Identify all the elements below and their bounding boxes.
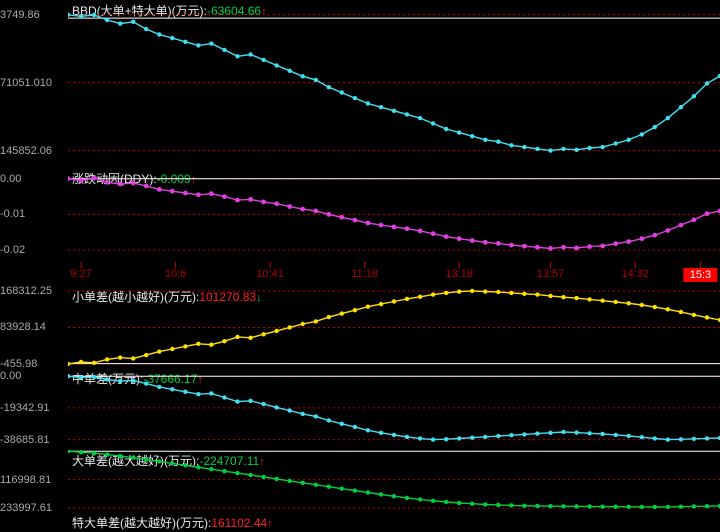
panel-ddc: 116998.81233997.61大单差(越大越好)(万元):-224707.… bbox=[0, 450, 720, 512]
xaxis: 9:27 10:6 10:41 11:18 13:18 13:57 14:32 15:3 bbox=[68, 268, 720, 286]
panel-zdc: 0.00-19342.91-38685.81中单差(万元):-37666.17↑ bbox=[0, 368, 720, 450]
xlabel: 13:18 bbox=[445, 268, 473, 280]
panel-ddy: 0.00-0.01-0.02涨跌动因(DDY):-0.009↑ bbox=[0, 168, 720, 268]
ylabel: 3749.86 bbox=[0, 9, 40, 21]
plot-bbd bbox=[68, 0, 720, 168]
ylabel: 0.00 bbox=[0, 370, 21, 382]
ylabel: -19342.91 bbox=[0, 402, 50, 414]
plot-tdc bbox=[68, 512, 720, 532]
ylabels-tdc: 161102.44 bbox=[0, 512, 68, 532]
plot-ddc bbox=[68, 450, 720, 512]
xlabel-current: 15:3 bbox=[684, 268, 717, 282]
xlabel: 10:41 bbox=[256, 268, 284, 280]
ylabel: -38685.81 bbox=[0, 434, 50, 446]
ylabel: -0.02 bbox=[0, 244, 25, 256]
panel-xdc: 168312.2583928.14-455.98小单差(越小越好)(万元):10… bbox=[0, 286, 720, 368]
plot-ddy bbox=[68, 168, 720, 268]
ylabel: 145852.06 bbox=[0, 145, 52, 157]
ylabel: 83928.14 bbox=[0, 321, 46, 333]
ylabels-bbd: 3749.86 71051.010 145852.06 bbox=[0, 0, 68, 168]
plot-zdc bbox=[68, 368, 720, 450]
xlabel: 10:6 bbox=[165, 268, 186, 280]
ylabel: 168312.25 bbox=[0, 285, 52, 297]
xlabel: 11:18 bbox=[351, 268, 378, 280]
ylabels-xdc: 168312.2583928.14-455.98 bbox=[0, 286, 68, 368]
ylabels-zdc: 0.00 -19342.91 -38685.81 bbox=[0, 368, 68, 450]
panel-bbd: 3749.8671051.010145852.06BBD(大单+特大单)(万元)… bbox=[0, 0, 720, 168]
panel-tdc: 161102.44特大单差(越大越好)(万元):161102.44↑ bbox=[0, 512, 720, 532]
xlabel: 9:27 bbox=[70, 268, 91, 280]
ylabels-ddc: 116998.81233997.61 bbox=[0, 450, 68, 512]
ylabel: -0.01 bbox=[0, 208, 25, 220]
plot-xdc bbox=[68, 286, 720, 368]
xlabel: 14:32 bbox=[621, 268, 649, 280]
ylabels-ddy: 0.00 -0.01 -0.02 bbox=[0, 168, 68, 268]
ylabel: 71051.010 bbox=[0, 77, 52, 89]
ylabel: 116998.81 bbox=[0, 474, 51, 486]
xlabel: 13:57 bbox=[537, 268, 565, 280]
ylabel: 0.00 bbox=[0, 173, 21, 185]
